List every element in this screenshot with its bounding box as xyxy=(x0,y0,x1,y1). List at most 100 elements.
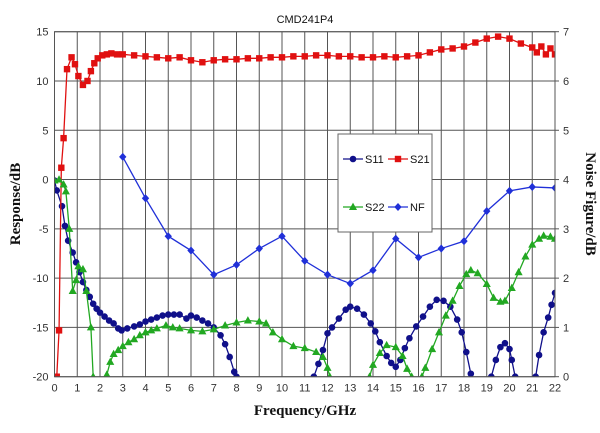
s11-point xyxy=(419,313,427,320)
y2-axis-label: Noise Figure/dB xyxy=(582,152,598,255)
s22-point xyxy=(546,232,555,240)
s22-point xyxy=(403,364,412,372)
s22-point xyxy=(118,341,127,350)
s22-point xyxy=(106,357,115,365)
y2-tick-label: 3 xyxy=(563,224,569,236)
s21-point xyxy=(108,50,115,57)
s11-point xyxy=(54,187,61,194)
y-tick-label: 15 xyxy=(36,27,48,39)
s22-point xyxy=(209,325,218,333)
s22-point xyxy=(375,348,384,357)
x-tick-label: 12 xyxy=(321,383,333,395)
x-tick-label: 9 xyxy=(256,383,262,395)
nf-line xyxy=(122,156,555,285)
y2-tick-label: 2 xyxy=(563,273,569,285)
s21-point xyxy=(290,53,297,60)
s11-point xyxy=(548,301,555,309)
s22-point xyxy=(221,321,230,329)
s22-point xyxy=(289,341,298,350)
s11-point xyxy=(61,222,69,230)
legend-label: S11 xyxy=(365,154,384,166)
s21-point xyxy=(449,45,456,52)
y2-tick-label: 5 xyxy=(563,125,569,137)
nf-point xyxy=(164,232,172,241)
s22-point xyxy=(382,340,391,349)
x-tick-label: 8 xyxy=(233,383,239,395)
plot-area xyxy=(54,33,555,377)
nf-point xyxy=(437,244,445,253)
s21-point xyxy=(381,53,388,60)
s11-point xyxy=(433,296,441,304)
s11-point xyxy=(124,325,131,332)
s11-point xyxy=(105,317,113,324)
s11-point xyxy=(492,356,500,364)
s22-point xyxy=(135,330,144,339)
s11-point xyxy=(535,351,543,359)
s11-point xyxy=(153,314,161,321)
s21-point xyxy=(233,56,240,63)
s11-point xyxy=(335,315,343,322)
nf-point xyxy=(551,183,555,192)
s22-point xyxy=(318,352,327,360)
s21-point xyxy=(176,54,183,61)
s22-point xyxy=(434,328,444,336)
y-tick-label: -20 xyxy=(33,372,49,384)
s22-point xyxy=(462,269,471,278)
nf-point xyxy=(323,270,332,279)
s11-point xyxy=(440,297,447,305)
s21-point xyxy=(415,52,422,59)
s22-point xyxy=(323,363,332,371)
s11-point xyxy=(164,311,172,318)
s21-point xyxy=(301,53,308,60)
nf-point xyxy=(460,237,468,246)
plot-frame xyxy=(54,31,556,378)
s22-point xyxy=(482,279,491,288)
s21-point xyxy=(533,49,540,56)
legend-item-s11: S11 xyxy=(343,154,384,166)
legend-marker xyxy=(349,155,357,163)
s22-point xyxy=(86,323,95,331)
x-tick-label: 6 xyxy=(188,383,194,395)
s11-point xyxy=(383,352,390,360)
x-tick-label: 22 xyxy=(549,383,561,395)
x-tick-label: 17 xyxy=(435,383,447,395)
s11-point xyxy=(96,309,104,316)
s21-point xyxy=(278,54,286,61)
s11-point xyxy=(367,320,375,327)
nf-point xyxy=(369,266,377,275)
s11-point xyxy=(324,330,331,337)
series-s21 xyxy=(54,33,555,377)
x-tick-label: 19 xyxy=(481,383,493,395)
s22-point xyxy=(55,175,64,183)
s22-point xyxy=(161,321,171,329)
x-tick-label: 5 xyxy=(165,383,171,395)
s22-point xyxy=(441,311,450,319)
s22-point xyxy=(466,265,475,274)
series-s11 xyxy=(54,177,555,377)
x-tick-label: 10 xyxy=(276,383,288,395)
x-tick-label: 3 xyxy=(120,383,126,395)
s11-point xyxy=(532,373,539,377)
s11-point xyxy=(221,340,229,348)
s22-point xyxy=(68,286,77,294)
s21-point xyxy=(529,44,536,51)
s21-point xyxy=(79,81,87,89)
s22-point xyxy=(300,343,309,352)
s22-point xyxy=(262,319,271,327)
y-tick-label: -5 xyxy=(39,224,49,236)
s11-point xyxy=(118,327,125,334)
s11-point xyxy=(328,324,336,331)
s22-point xyxy=(539,231,548,239)
s21-point xyxy=(153,54,161,61)
s11-point xyxy=(342,306,350,313)
s21-point xyxy=(63,65,71,73)
s22-point xyxy=(550,234,555,242)
s21-point xyxy=(60,134,67,142)
s11-point xyxy=(159,312,166,319)
y-tick-label: 0 xyxy=(42,175,48,187)
s22-point xyxy=(507,283,516,291)
s11-point xyxy=(387,359,395,367)
nf-point xyxy=(119,152,127,161)
y-tick-label: -15 xyxy=(33,322,49,334)
s21-point xyxy=(335,53,343,60)
